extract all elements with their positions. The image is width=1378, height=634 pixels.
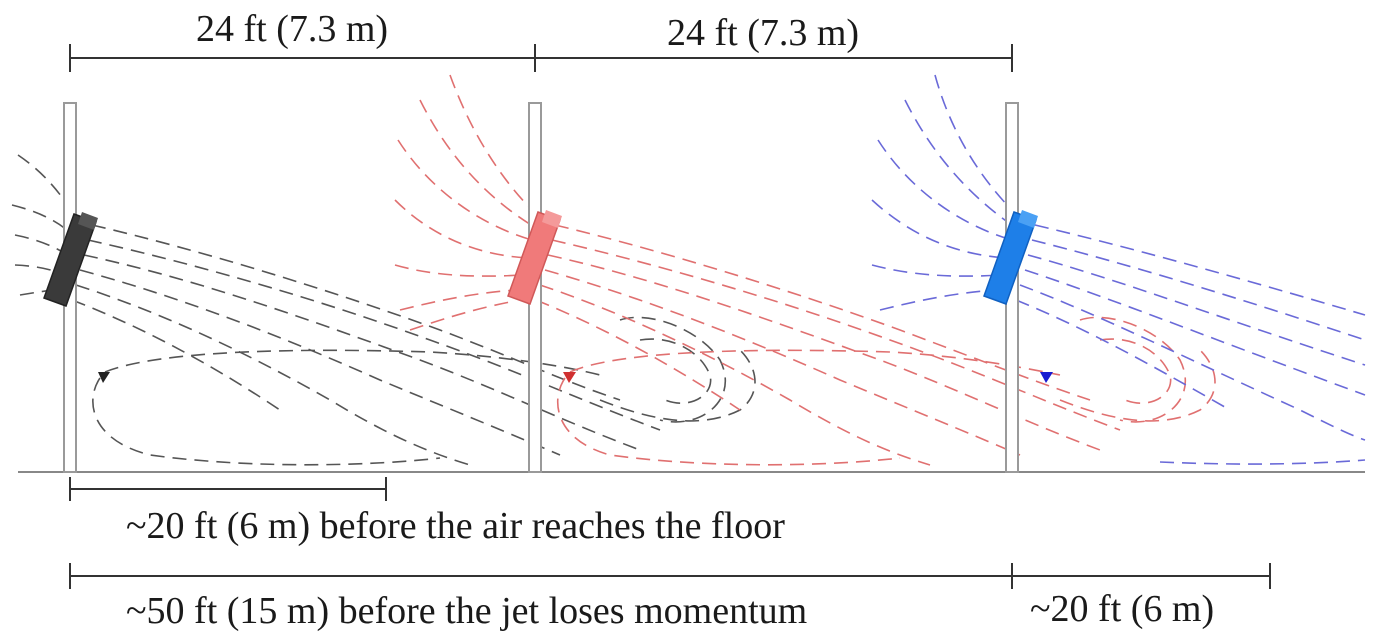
- streamlines-fan-3: [871, 74, 1366, 465]
- flow-arrow-1: [98, 372, 110, 383]
- fan-2-unit: [507, 210, 562, 305]
- dimension-label-momentum-loss: ~50 ft (15 m) before the jet loses momen…: [126, 590, 808, 632]
- flow-arrow-2: [563, 372, 576, 383]
- columns: [63, 102, 1019, 473]
- fan-1-unit: [43, 212, 98, 307]
- dimension-lines: [69, 44, 1271, 589]
- flow-arrow-3: [1040, 372, 1053, 383]
- streamlines-fan-2: [394, 74, 1216, 466]
- dimension-label-floor-reach: ~20 ft (6 m) before the air reaches the …: [126, 505, 785, 547]
- streamlines-fan-1: [11, 154, 756, 466]
- fan-3-unit: [983, 210, 1038, 305]
- dimension-label-extra-reach: ~20 ft (6 m): [1030, 588, 1215, 630]
- dimension-label-top-left: 24 ft (7.3 m): [196, 8, 389, 50]
- dimension-label-top-right: 24 ft (7.3 m): [667, 12, 860, 54]
